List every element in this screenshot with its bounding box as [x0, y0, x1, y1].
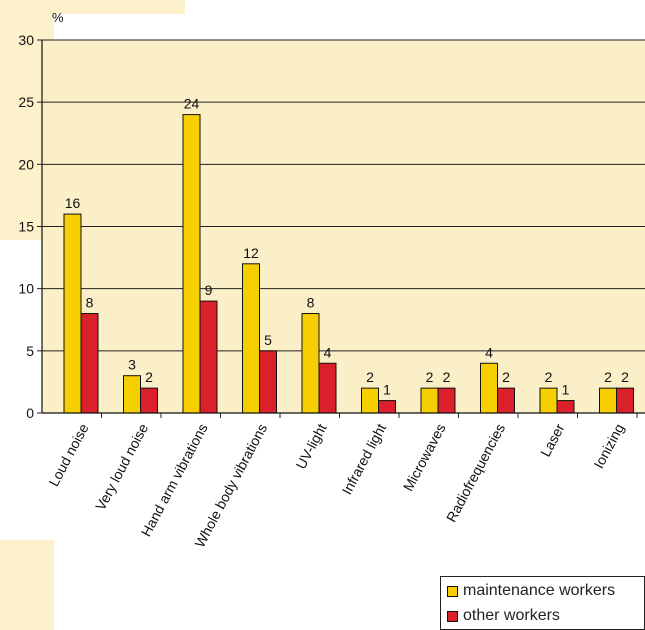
- value-label-maintenance: 2: [604, 369, 612, 385]
- value-label-other: 2: [145, 369, 153, 385]
- bar-other: [259, 350, 277, 414]
- bar-maintenance: [123, 375, 141, 414]
- bar-other: [616, 387, 634, 414]
- bars: [63, 114, 634, 414]
- value-label-maintenance: 24: [184, 96, 200, 112]
- background-strip-left-lower: [0, 540, 54, 630]
- bar-maintenance: [480, 362, 498, 414]
- bar-maintenance: [361, 387, 379, 414]
- y-tick-label: 25: [18, 94, 34, 110]
- legend-label-other: other workers: [463, 607, 560, 624]
- value-label-maintenance: 12: [243, 245, 259, 261]
- value-label-other: 9: [205, 282, 213, 298]
- x-tick-label: Laser: [537, 421, 568, 460]
- value-label-other: 2: [621, 369, 629, 385]
- bar-maintenance: [242, 263, 260, 414]
- value-label-maintenance: 2: [366, 369, 374, 385]
- x-tick-label: Infrared light: [338, 421, 389, 497]
- y-axis-unit-label: %: [52, 10, 64, 25]
- bar-maintenance: [301, 313, 320, 414]
- value-label-other: 4: [324, 344, 332, 360]
- x-tick-label: Ionizing: [590, 421, 627, 471]
- background-strip-top: [0, 0, 185, 14]
- bar-other: [80, 313, 99, 414]
- legend-label-maintenance: maintenance workers: [463, 582, 616, 599]
- bar-other: [318, 362, 337, 414]
- bar-other: [437, 387, 456, 414]
- y-tick-label: 15: [18, 219, 34, 235]
- x-tick-label: Microwaves: [400, 421, 449, 494]
- value-label-other: 8: [86, 295, 94, 311]
- bar-maintenance: [182, 114, 201, 414]
- y-tick-label: 20: [18, 156, 34, 172]
- legend-swatch-maintenance: [447, 585, 458, 597]
- value-label-other: 2: [443, 369, 451, 385]
- bar-other: [140, 387, 158, 414]
- y-tick-label: 10: [18, 281, 34, 297]
- bar-maintenance: [63, 213, 82, 414]
- bar-maintenance: [599, 387, 617, 414]
- value-label-maintenance: 4: [485, 344, 493, 360]
- value-label-maintenance: 3: [128, 357, 136, 373]
- x-tick-label: Loud noise: [45, 421, 91, 489]
- value-label-maintenance: 16: [65, 195, 81, 211]
- value-label-other: 2: [502, 369, 510, 385]
- bar-other: [556, 400, 575, 414]
- bar-other: [497, 387, 515, 414]
- x-tick-label: Radiofrequencies: [443, 421, 508, 525]
- value-label-other: 1: [383, 382, 391, 398]
- bar-maintenance: [420, 387, 439, 414]
- y-tick-label: 30: [18, 32, 34, 48]
- gridlines: [42, 39, 645, 352]
- y-tick-label: 5: [26, 343, 34, 359]
- bar-other: [378, 400, 396, 414]
- legend: maintenance workers other workers: [440, 576, 645, 630]
- value-label-other: 1: [562, 382, 570, 398]
- value-label-maintenance: 8: [307, 295, 315, 311]
- y-axis-ticks: 0 5 10 15 20 25 30: [18, 32, 42, 421]
- x-tick-label: UV-light: [293, 421, 330, 472]
- value-label-other: 5: [264, 332, 272, 348]
- bar-other: [199, 300, 218, 414]
- legend-item-maintenance: maintenance workers: [447, 579, 615, 603]
- legend-swatch-other: [447, 610, 458, 622]
- value-label-maintenance: 2: [426, 369, 434, 385]
- y-tick-label: 0: [26, 405, 34, 421]
- value-label-maintenance: 2: [545, 369, 553, 385]
- x-tick-label: Very loud noise: [92, 421, 151, 513]
- x-tick-label: Hand arm vibrations: [138, 421, 211, 539]
- legend-item-other: other workers: [447, 604, 560, 628]
- bar-maintenance: [539, 387, 558, 414]
